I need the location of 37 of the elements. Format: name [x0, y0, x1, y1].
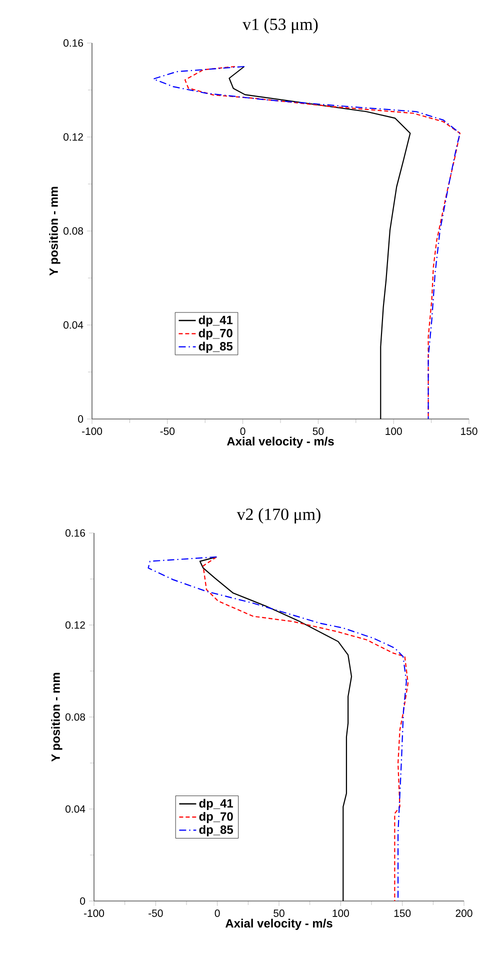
y-tick-label: 0 [78, 415, 84, 423]
y-tick-label: 0.08 [64, 227, 84, 235]
y-tick-label: 0.12 [66, 621, 85, 629]
x-tick-label: 50 [274, 910, 284, 917]
x-tick-label: 0 [214, 910, 220, 917]
legend-label: dp_85 [199, 825, 234, 836]
legend-label: dp_41 [199, 798, 234, 810]
x-tick-label: 200 [456, 910, 472, 917]
x-tick-label: 150 [461, 428, 478, 435]
legend-label: dp_85 [198, 342, 233, 353]
y-tick-label: 0.16 [64, 39, 84, 47]
x-tick-label: 50 [312, 428, 324, 435]
chart-title: v1 (53 μm) [242, 18, 318, 34]
x-tick-label: 100 [386, 428, 402, 435]
y-tick-label: 0.08 [66, 713, 86, 721]
y-tick-label: 0.04 [66, 805, 86, 813]
x-tick-label: 100 [332, 910, 349, 917]
line-series [199, 556, 352, 902]
chart-title: v2 (170 μm) [236, 508, 320, 524]
legend-label: dp_70 [198, 328, 232, 340]
legend-label: dp_41 [198, 315, 233, 327]
x-axis-title: Axial velocity - m/s [226, 436, 334, 448]
x-tick-label: -50 [148, 910, 163, 917]
y-tick-label: 0.16 [66, 529, 86, 537]
y-tick-label: 0 [80, 897, 86, 905]
x-axis-title: Axial velocity - m/s [225, 918, 332, 930]
x-tick-label: -50 [160, 428, 175, 435]
y-tick-label: 0.12 [64, 133, 83, 141]
x-tick-label: 0 [240, 428, 246, 435]
x-tick-label: -100 [82, 428, 102, 435]
y-tick-label: 0.04 [64, 321, 84, 329]
y-axis-title: Y position - mm [51, 672, 62, 762]
x-tick-label: -100 [84, 910, 104, 917]
legend-label: dp_70 [199, 812, 233, 824]
y-axis-title: Y position - mm [49, 186, 60, 276]
x-tick-label: 150 [394, 910, 411, 917]
line-series [148, 556, 407, 902]
